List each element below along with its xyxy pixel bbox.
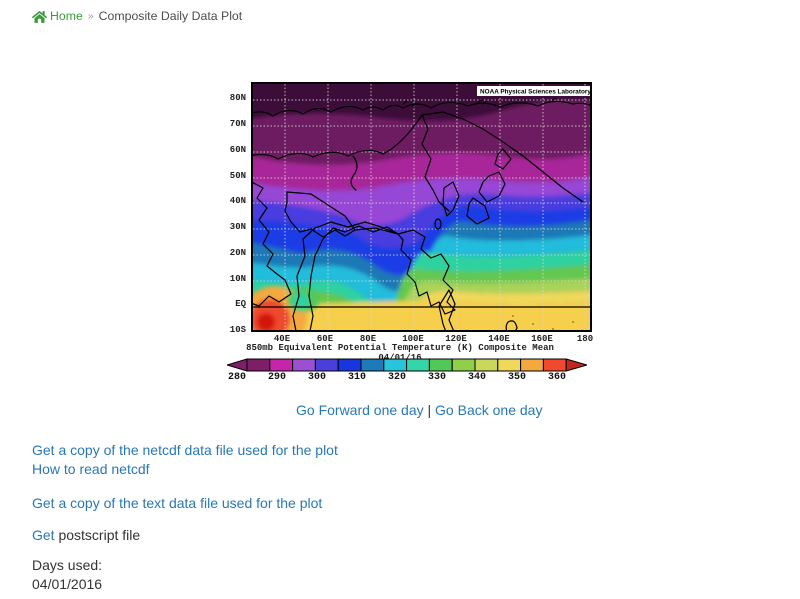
svg-text:NOAA Physical Sciences Laborat: NOAA Physical Sciences Laboratory (480, 89, 591, 96)
